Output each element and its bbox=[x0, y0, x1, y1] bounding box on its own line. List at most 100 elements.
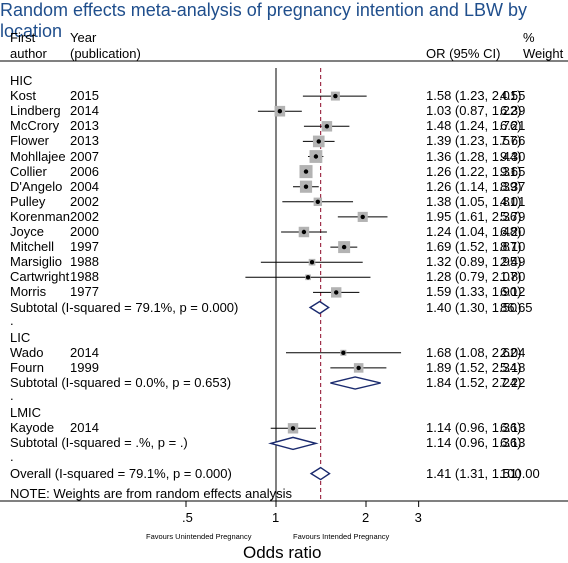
point-estimate bbox=[313, 154, 319, 159]
subtotal-diamond bbox=[308, 300, 330, 315]
study-year: 1977 bbox=[70, 284, 99, 300]
study-or-ci: 1.28 (0.79, 2.07) bbox=[426, 269, 522, 285]
point-estimate bbox=[316, 139, 321, 144]
study-year: 1988 bbox=[70, 269, 99, 285]
overall-diamond bbox=[309, 466, 331, 481]
overall-or-ci: 1.41 (1.31, 1.51) bbox=[426, 465, 522, 481]
study-year: 1988 bbox=[70, 254, 99, 270]
study-weight: 6.39 bbox=[500, 103, 526, 119]
subtotal-label: Subtotal (I-squared = 0.0%, p = 0.653) bbox=[10, 375, 232, 390]
header-first: First bbox=[10, 30, 36, 45]
study-year: 2014 bbox=[70, 344, 99, 360]
group-label: LMIC bbox=[10, 405, 42, 421]
study-year: 2004 bbox=[70, 178, 99, 194]
point-estimate bbox=[341, 244, 347, 250]
point-estimate bbox=[341, 350, 346, 355]
chart-title: Random effects meta-analysis of pregnanc… bbox=[0, 0, 527, 41]
study-author: Lindberg bbox=[10, 103, 61, 119]
point-estimate bbox=[334, 290, 339, 295]
point-estimate bbox=[360, 214, 365, 220]
study-weight: 2.49 bbox=[500, 254, 526, 270]
x-axis-label: Odds ratio bbox=[243, 543, 322, 562]
point-estimate bbox=[303, 184, 309, 189]
study-author: Kayode bbox=[10, 420, 55, 436]
study-author: Mohllajee bbox=[10, 148, 66, 164]
favours-intended-label: Favours Intended Pregnancy bbox=[293, 532, 390, 541]
header-weight: Weight bbox=[523, 46, 564, 61]
study-author: Marsiglio bbox=[10, 254, 63, 270]
study-author: Cartwright bbox=[10, 269, 70, 285]
subtotal-diamond bbox=[268, 436, 319, 451]
study-author: Collier bbox=[10, 163, 47, 179]
study-author: Kost bbox=[10, 88, 37, 104]
study-author: D'Angelo bbox=[10, 178, 63, 194]
study-or-ci: 1.59 (1.33, 1.90) bbox=[426, 284, 522, 300]
study-author: McCrory bbox=[10, 118, 60, 134]
point-estimate bbox=[290, 426, 296, 431]
header-or-ci: OR (95% CI) bbox=[426, 46, 501, 61]
subtotal-label: Subtotal (I-squared = .%, p = .) bbox=[10, 435, 188, 451]
study-author: Mitchell bbox=[10, 239, 55, 255]
study-or-ci: 1.39 (1.23, 1.57) bbox=[426, 133, 522, 149]
study-author: Joyce bbox=[10, 224, 44, 239]
point-estimate bbox=[277, 109, 283, 114]
study-or-ci: 1.58 (1.23, 2.01) bbox=[426, 88, 522, 104]
subtotal-or-ci: 1.84 (1.52, 2.24) bbox=[426, 375, 522, 390]
study-author: Flower bbox=[10, 133, 50, 149]
study-or-ci: 1.38 (1.05, 1.81) bbox=[426, 193, 522, 209]
study-year: 2007 bbox=[70, 148, 99, 164]
study-year: 1999 bbox=[70, 359, 99, 375]
overall-weight: 100.00 bbox=[500, 465, 540, 481]
header-year: Year bbox=[70, 30, 97, 45]
study-weight: 8.10 bbox=[500, 239, 526, 255]
point-estimate bbox=[315, 199, 321, 204]
note-text: NOTE: Weights are from random effects an… bbox=[10, 486, 293, 501]
point-estimate bbox=[324, 124, 330, 129]
study-weight: 6.20 bbox=[500, 224, 526, 239]
subtotal-label: Subtotal (I-squared = 79.1%, p = 0.000) bbox=[10, 299, 239, 315]
study-or-ci: 1.95 (1.61, 2.36) bbox=[426, 208, 522, 224]
study-weight: 6.21 bbox=[500, 118, 526, 134]
study-year: 2000 bbox=[70, 224, 99, 239]
x-tick-label: 1 bbox=[272, 510, 280, 525]
study-or-ci: 1.03 (0.87, 1.22) bbox=[426, 103, 522, 119]
point-estimate bbox=[301, 229, 307, 235]
study-year: 1997 bbox=[70, 239, 99, 255]
study-weight: 7.66 bbox=[500, 133, 526, 149]
study-or-ci: 1.26 (1.14, 1.39) bbox=[426, 178, 522, 194]
x-tick-label: 2 bbox=[362, 510, 370, 525]
study-year: 2014 bbox=[70, 420, 99, 436]
study-author: Pulley bbox=[10, 193, 46, 209]
study-weight: 9.30 bbox=[500, 148, 526, 164]
subtotal-weight: 6.13 bbox=[500, 435, 526, 451]
study-or-ci: 1.69 (1.52, 1.87) bbox=[426, 239, 522, 255]
point-estimate bbox=[305, 275, 311, 280]
study-year: 2014 bbox=[70, 103, 99, 119]
study-weight: 8.37 bbox=[500, 178, 526, 194]
study-year: 2013 bbox=[70, 133, 99, 149]
study-weight: 6.13 bbox=[500, 420, 526, 436]
study-or-ci: 1.68 (1.08, 2.62) bbox=[426, 344, 522, 360]
subtotal-diamond bbox=[330, 376, 381, 390]
group-label: LIC bbox=[10, 329, 31, 345]
subtotal-or-ci: 1.40 (1.30, 1.50) bbox=[426, 299, 522, 315]
study-year: 2002 bbox=[70, 193, 99, 209]
separator-dot: . bbox=[10, 388, 14, 404]
subtotal-or-ci: 1.14 (0.96, 1.36) bbox=[426, 435, 522, 451]
study-weight: 9.65 bbox=[500, 163, 526, 179]
x-tick-label: 3 bbox=[414, 510, 422, 525]
study-or-ci: 1.26 (1.22, 1.31) bbox=[426, 163, 522, 179]
study-author: Wado bbox=[10, 344, 44, 360]
point-estimate bbox=[356, 365, 361, 371]
x-tick-label: .5 bbox=[182, 510, 193, 525]
subtotal-weight: 86.65 bbox=[500, 299, 533, 315]
header-publication: (publication) bbox=[70, 46, 141, 61]
study-year: 2002 bbox=[70, 208, 99, 224]
study-year: 2013 bbox=[70, 118, 99, 134]
separator-dot: . bbox=[10, 312, 14, 328]
study-or-ci: 1.36 (1.28, 1.44) bbox=[426, 148, 522, 164]
study-weight: 2.04 bbox=[500, 344, 526, 360]
study-year: 2015 bbox=[70, 88, 99, 104]
study-or-ci: 1.89 (1.52, 2.34) bbox=[426, 359, 522, 375]
study-or-ci: 1.14 (0.96, 1.36) bbox=[426, 420, 522, 436]
